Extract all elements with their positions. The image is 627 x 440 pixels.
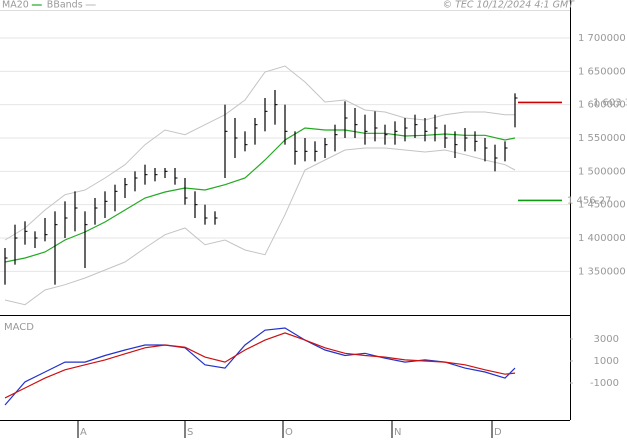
macd-title: MACD xyxy=(4,322,34,333)
level-label: 1 603 3 xyxy=(593,97,627,108)
y-tick-label: 1 650000 xyxy=(578,66,626,77)
level-label: 1 456 27 xyxy=(567,195,612,206)
x-tick-label: O xyxy=(285,427,293,438)
y-tick-label: 1 700000 xyxy=(578,33,626,44)
x-tick-label: S xyxy=(187,427,193,438)
legend-label: MA20 xyxy=(2,0,29,11)
ma-line xyxy=(4,127,516,263)
y-tick-label: 1 450000 xyxy=(578,200,626,211)
y-tick-label: 1 500000 xyxy=(578,166,626,177)
band-upper xyxy=(4,65,515,241)
legend-label: BBands xyxy=(47,0,83,11)
copyright: © TEC 10/12/2024 4:1 GMT xyxy=(443,0,576,11)
y-tick-label: 3000 xyxy=(594,334,619,345)
y-tick-label: -1000 xyxy=(590,378,619,389)
y-tick-label: 1 550000 xyxy=(578,133,626,144)
y-tick-label: 1 350000 xyxy=(578,266,626,277)
y-tick-label: 1000 xyxy=(594,356,619,367)
y-tick-label: 1 600000 xyxy=(578,100,626,111)
x-tick-label: N xyxy=(394,427,401,438)
macd-line xyxy=(4,332,516,399)
band-lower xyxy=(4,147,516,306)
y-tick-label: 1 400000 xyxy=(578,233,626,244)
x-tick-label: A xyxy=(80,427,87,438)
x-tick-label: D xyxy=(494,427,502,438)
